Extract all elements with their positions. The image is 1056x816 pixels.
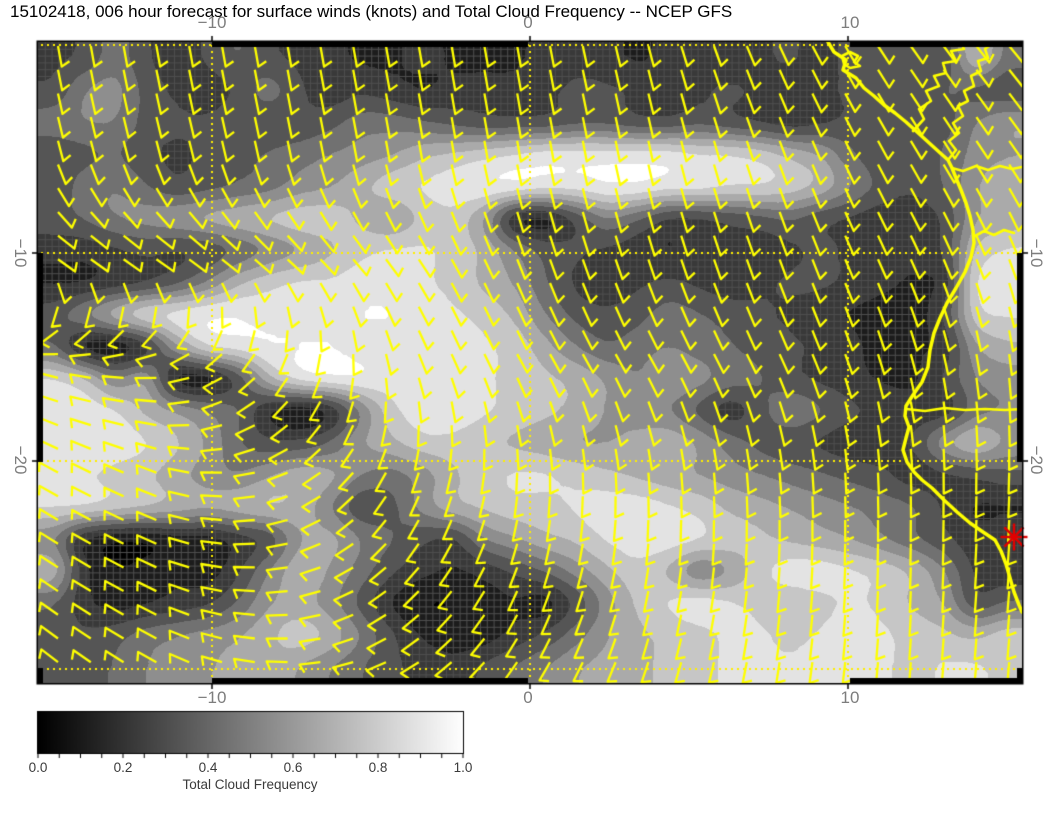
colorbar-tick-label: 0.8 bbox=[368, 760, 388, 775]
right-axis-tick-label: −20 bbox=[1027, 445, 1046, 475]
colorbar-tick-label: 0.2 bbox=[113, 760, 133, 775]
colorbar-tick-label: 0.0 bbox=[28, 760, 48, 775]
right-axis-tick-label: −10 bbox=[1027, 238, 1046, 268]
colorbar-tick-label: 0.4 bbox=[198, 760, 218, 775]
top-axis-tick-label: 0 bbox=[523, 13, 533, 32]
bottom-axis-tick-label: 10 bbox=[840, 688, 860, 707]
colorbar-title: Total Cloud Frequency bbox=[182, 777, 318, 792]
colorbar-tick-label: 1.0 bbox=[453, 760, 473, 775]
left-axis-tick-label: −20 bbox=[11, 445, 30, 475]
colorbar-tick-label: 0.6 bbox=[283, 760, 303, 775]
left-axis-tick-label: −10 bbox=[11, 238, 30, 268]
top-axis-tick-label: 10 bbox=[840, 13, 860, 32]
bottom-axis-tick-label: 0 bbox=[523, 688, 533, 707]
top-axis-tick-label: −10 bbox=[197, 13, 227, 32]
chart-title: 15102418, 006 hour forecast for surface … bbox=[10, 2, 733, 21]
bottom-axis-tick-label: −10 bbox=[197, 688, 227, 707]
